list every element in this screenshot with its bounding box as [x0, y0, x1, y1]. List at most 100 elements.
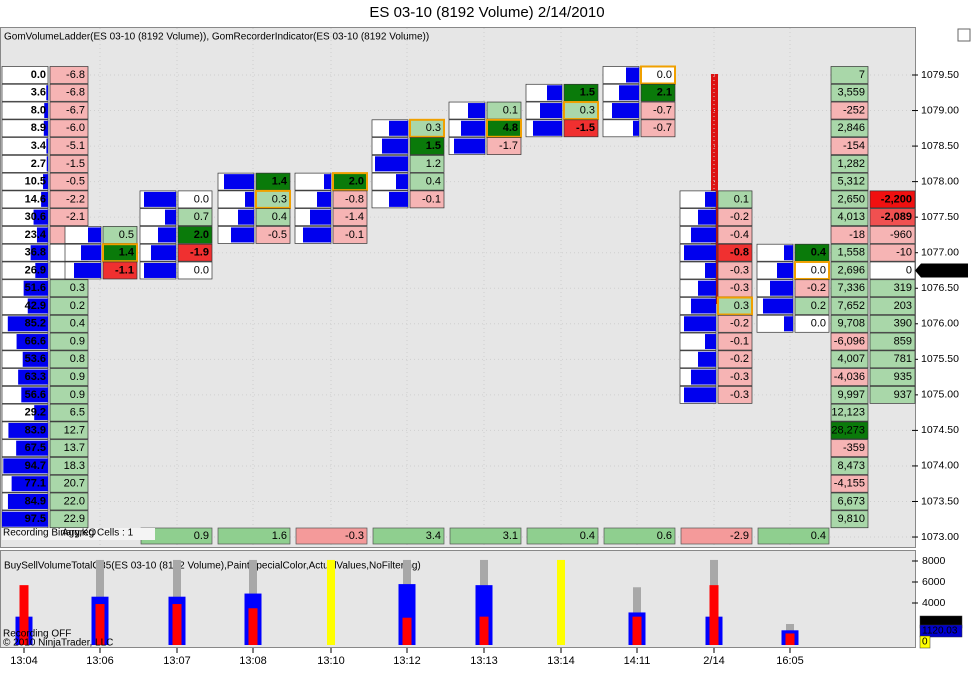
bid-bar — [698, 209, 716, 225]
total-cell-box — [830, 386, 869, 404]
ladder-volume-bar — [16, 440, 48, 456]
bar-cell-box — [717, 386, 753, 404]
volume-bar — [709, 585, 719, 645]
bar-cell-box — [563, 119, 599, 138]
ladder-volume-bar — [18, 369, 48, 385]
time-label: 13:12 — [393, 655, 421, 667]
total-cell: 1,282 — [837, 158, 865, 170]
bar-total-box — [680, 527, 753, 545]
recent-cell: 203 — [894, 300, 912, 312]
ladder-volume: 26.9 — [25, 264, 46, 276]
time-label: 2/14 — [703, 655, 724, 667]
ladder-volume-bar — [11, 476, 49, 492]
total-cell-box — [830, 350, 869, 369]
ladder-delta-box — [49, 492, 89, 511]
total-cell-box — [830, 208, 869, 227]
volume-bar — [19, 585, 29, 645]
bar-cell: 1.4 — [272, 176, 288, 188]
bid-bar — [691, 298, 716, 314]
ladder-delta-box — [49, 83, 89, 102]
bid-bar — [698, 280, 716, 296]
ladder-volume: 2.7 — [31, 158, 46, 170]
bar-cell: 0.2 — [811, 300, 826, 312]
bar-total: 3.1 — [503, 530, 518, 542]
ladder-volume: 3.6 — [31, 87, 46, 99]
ladder-volume-bar — [7, 493, 49, 509]
ladder-delta: -2.1 — [66, 211, 85, 223]
bid-bar — [705, 191, 716, 207]
total-cell: 2,650 — [837, 193, 865, 205]
bar-total-box — [526, 527, 599, 545]
bid-bar — [389, 120, 408, 136]
total-cell: -359 — [843, 442, 865, 454]
bar-cell-box — [332, 172, 368, 192]
ladder-delta-box — [49, 439, 89, 458]
bar-cell-box — [717, 190, 753, 209]
recent-cell: -2,200 — [881, 193, 912, 205]
bid-bar — [784, 316, 793, 332]
volume-panel — [0, 550, 916, 648]
bar-total-box — [603, 527, 676, 545]
recent-cell: 0 — [906, 264, 912, 276]
bar-cell-box — [717, 332, 753, 351]
ladder-volume: 8.9 — [31, 122, 46, 134]
recent-cell-box — [869, 190, 916, 209]
bar-cell: 2.0 — [194, 229, 209, 241]
ladder-volume-bar — [35, 262, 48, 278]
bar-cell-box — [255, 208, 291, 227]
time-label: 14:11 — [624, 655, 651, 667]
recent-cell: -960 — [890, 229, 912, 241]
bid-bar — [777, 262, 793, 278]
bar-cell-box — [486, 118, 522, 138]
bar-cell: 1.5 — [580, 87, 595, 99]
total-cell-box — [830, 297, 869, 315]
total-cell: 7,652 — [837, 300, 865, 312]
bid-bar — [691, 227, 716, 243]
total-cell-box — [830, 66, 869, 84]
volume-bar — [402, 617, 412, 645]
footer: © 2010 NinjaTrader, LLC — [3, 638, 113, 649]
ladder-delta: 0.2 — [70, 300, 85, 312]
total-cell-box — [830, 439, 869, 458]
ladder-delta-box — [49, 350, 89, 369]
bar-cell-box — [563, 101, 599, 121]
ladder-delta: -1.5 — [66, 158, 85, 170]
bar-cell-box — [409, 155, 445, 173]
volume-tick-label: 8000 — [922, 555, 946, 567]
ladder-volume-bar — [23, 280, 48, 296]
recent-cell-box — [869, 243, 916, 262]
volume-bar — [95, 604, 105, 645]
price-tick-label: 1073.50 — [921, 495, 959, 507]
bid-bar — [547, 85, 562, 101]
total-cell-box — [830, 457, 869, 475]
ladder-volume-bar — [41, 191, 48, 207]
bid-bar — [461, 120, 485, 136]
bar-cell: 0.3 — [580, 104, 595, 116]
price-tick-label: 1077.50 — [921, 211, 959, 223]
time-label: 13:04 — [10, 655, 38, 667]
bar-cell: 1.2 — [426, 158, 441, 170]
panel-button[interactable] — [957, 28, 971, 42]
bar-cell-box — [102, 261, 138, 280]
ladder-delta-box — [49, 101, 89, 120]
ladder-volume: 67.5 — [25, 442, 46, 454]
axis-flag-label: 0 — [922, 637, 928, 648]
total-cell: 9,810 — [837, 513, 865, 525]
total-cell-box — [830, 279, 869, 298]
bid-bar — [231, 227, 254, 243]
bid-bar — [784, 245, 793, 261]
bar-total-box — [217, 527, 291, 545]
bar-cell: -0.3 — [730, 371, 749, 383]
ladder-delta: 0.9 — [70, 335, 85, 347]
ladder-delta-box — [49, 332, 89, 351]
ladder-volume-bar — [3, 458, 48, 474]
bid-bar — [626, 67, 639, 83]
bid-bar — [245, 191, 254, 207]
ladder-volume-bar — [46, 156, 48, 172]
time-label: 13:10 — [317, 655, 345, 667]
ladder-delta: 12.7 — [64, 424, 85, 436]
ladder-delta: -6.0 — [66, 122, 85, 134]
ladder-delta-box — [49, 474, 89, 493]
bid-bar — [165, 209, 176, 225]
ladder-delta: 0.9 — [70, 371, 85, 383]
